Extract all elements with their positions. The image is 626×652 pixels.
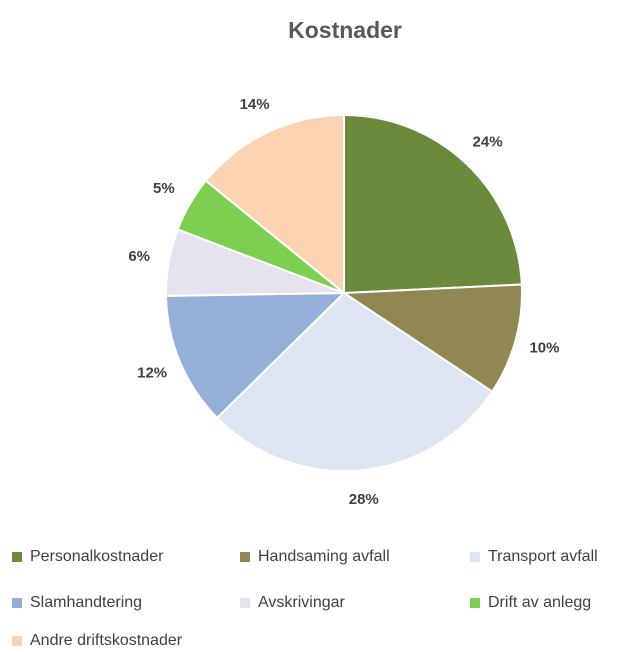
data-label: 5% xyxy=(153,180,175,197)
legend-label: Personalkostnader xyxy=(30,548,164,565)
data-label: 6% xyxy=(128,248,150,265)
data-label: 10% xyxy=(529,339,559,356)
pie-slice xyxy=(340,283,523,393)
pie-slice xyxy=(204,113,345,296)
legend-swatch xyxy=(12,552,22,562)
data-label: 28% xyxy=(349,491,379,508)
legend-label: Drift av anlegg xyxy=(488,594,591,611)
legend-label: Andre driftskostnader xyxy=(30,632,183,649)
legend-swatch xyxy=(470,552,480,562)
pie-slice xyxy=(215,291,494,472)
legend-label: Avskrivingar xyxy=(258,594,346,611)
data-label: 24% xyxy=(473,133,503,150)
chart-title: Kostnader xyxy=(288,17,402,43)
pie-slice xyxy=(343,113,523,295)
pie-slice xyxy=(165,291,347,420)
legend-swatch xyxy=(12,636,22,646)
legend-swatch xyxy=(470,598,480,608)
data-label: 12% xyxy=(137,364,167,381)
legend-label: Handsaming avfall xyxy=(258,548,390,565)
legend-swatch xyxy=(240,598,250,608)
legend-swatch xyxy=(240,552,250,562)
data-label: 14% xyxy=(240,96,270,113)
legend-swatch xyxy=(12,598,22,608)
legend-label: Transport avfall xyxy=(488,548,598,565)
legend-label: Slamhandtering xyxy=(30,594,142,611)
